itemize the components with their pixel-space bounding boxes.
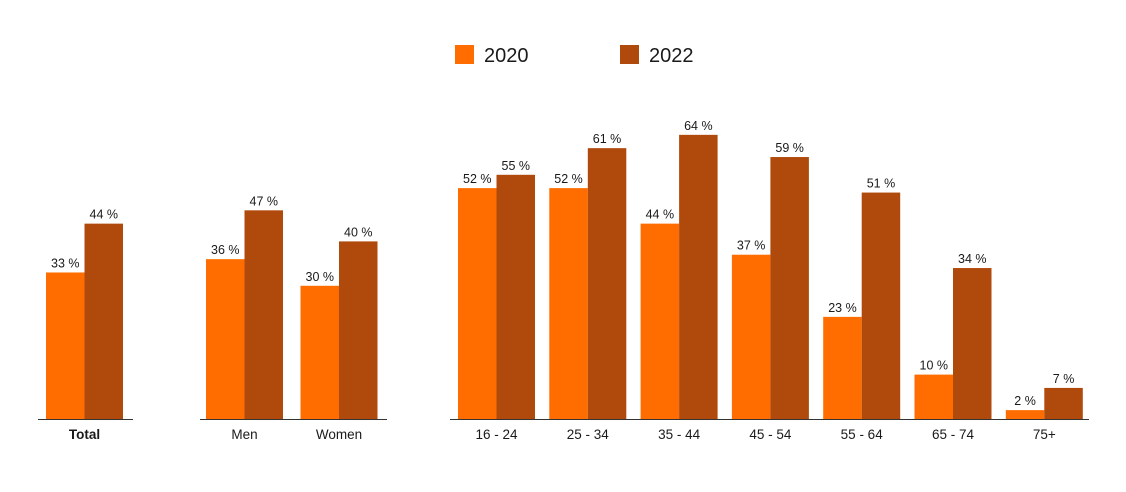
- category-label-25-34: 25 - 34: [567, 427, 610, 442]
- category-label-men: Men: [231, 427, 257, 442]
- plot-area: 33 % 44 % Total 36 % 47 % Men 30 % 40 % Women 52 …: [38, 119, 1089, 442]
- bar-2020-16-24: [458, 188, 497, 419]
- bar-2020-total: [46, 272, 85, 419]
- data-label-2020-25-34: 52 %: [554, 172, 583, 186]
- data-label-2020-45-54: 37 %: [737, 239, 766, 253]
- bar-2020-75: [1005, 410, 1045, 419]
- data-label-2020-65-74: 10 %: [920, 359, 949, 373]
- data-label-2022-men: 47 %: [250, 194, 279, 208]
- bar-2020-women: [300, 285, 339, 419]
- data-label-2022-total: 44 %: [90, 208, 119, 222]
- legend-label-2020: 2020: [484, 45, 529, 67]
- data-label-2022-women: 40 %: [344, 225, 373, 239]
- category-label-total: Total: [69, 427, 100, 442]
- data-label-2020-total: 33 %: [51, 256, 80, 270]
- data-label-2022-25-34: 61 %: [593, 132, 622, 146]
- data-label-2022-35-44: 64 %: [684, 119, 713, 133]
- category-label-45-54: 45 - 54: [749, 427, 792, 442]
- bar-2022-men: [244, 210, 283, 419]
- category-label-35-44: 35 - 44: [658, 427, 701, 442]
- bar-2022-25-34: [587, 148, 627, 419]
- category-label-55-64: 55 - 64: [841, 427, 884, 442]
- bar-2022-45-54: [770, 157, 809, 420]
- bar-2022-16-24: [496, 174, 535, 419]
- bar-2020-25-34: [549, 188, 588, 419]
- bar-2022-75: [1044, 387, 1083, 419]
- data-label-2020-35-44: 44 %: [646, 208, 675, 222]
- bar-2020-55-64: [823, 316, 862, 419]
- bar-2022-total: [84, 223, 123, 419]
- category-label-75: 75+: [1033, 427, 1056, 442]
- bar-2020-35-44: [640, 223, 680, 419]
- data-label-2020-men: 36 %: [211, 243, 240, 257]
- data-label-2022-55-64: 51 %: [867, 177, 896, 191]
- bar-2022-women: [339, 241, 378, 419]
- data-label-2020-55-64: 23 %: [828, 301, 857, 315]
- bar-2020-45-54: [731, 254, 771, 419]
- data-label-2022-75: 7 %: [1053, 372, 1075, 386]
- data-label-2020-16-24: 52 %: [463, 172, 492, 186]
- data-label-2020-women: 30 %: [306, 270, 335, 284]
- data-label-2022-45-54: 59 %: [775, 141, 804, 155]
- legend-swatch-2022: [620, 45, 639, 64]
- category-label-65-74: 65 - 74: [932, 427, 975, 442]
- bar-2020-men: [206, 259, 245, 419]
- data-label-2022-65-74: 34 %: [958, 252, 987, 266]
- legend-swatch-2020: [455, 45, 474, 64]
- category-label-16-24: 16 - 24: [475, 427, 518, 442]
- bar-2022-35-44: [679, 134, 718, 419]
- category-label-women: Women: [316, 427, 362, 442]
- data-label-2020-75: 2 %: [1014, 394, 1036, 408]
- bar-2022-55-64: [861, 192, 901, 419]
- legend: 2020 2022: [455, 45, 694, 67]
- data-label-2022-16-24: 55 %: [502, 159, 531, 173]
- bar-2020-65-74: [914, 374, 953, 419]
- legend-label-2022: 2022: [649, 45, 694, 67]
- bar-2022-65-74: [953, 268, 992, 419]
